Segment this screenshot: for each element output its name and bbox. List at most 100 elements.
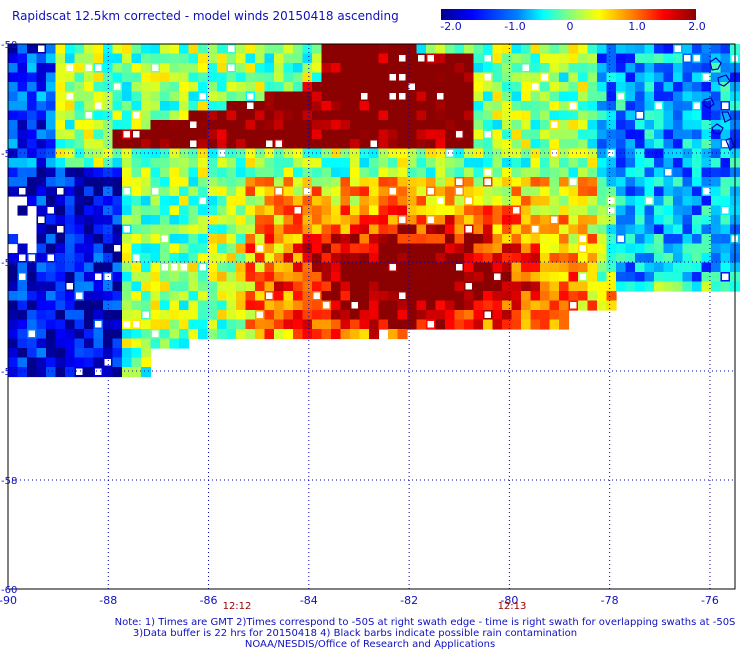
wind-cell bbox=[122, 262, 133, 273]
wind-cell bbox=[388, 281, 399, 292]
wind-cell bbox=[559, 243, 570, 254]
wind-cell bbox=[407, 129, 418, 140]
map-title: Rapidscat 12.5km corrected - model winds… bbox=[12, 9, 399, 23]
wind-cell bbox=[198, 139, 209, 150]
wind-cell bbox=[141, 53, 152, 64]
wind-cell bbox=[150, 291, 161, 302]
wind-cell bbox=[559, 129, 570, 140]
missing-cell bbox=[551, 150, 558, 157]
wind-cell bbox=[407, 262, 418, 273]
wind-cell bbox=[283, 110, 294, 121]
wind-cell bbox=[445, 63, 456, 74]
wind-cell bbox=[359, 120, 370, 131]
wind-cell bbox=[84, 262, 95, 273]
wind-cell bbox=[264, 215, 275, 226]
lon-tick-label: -90 bbox=[0, 594, 17, 607]
missing-cell bbox=[693, 55, 700, 62]
wind-cell bbox=[682, 243, 693, 254]
wind-cell bbox=[46, 158, 57, 169]
wind-field-cells bbox=[8, 44, 740, 378]
wind-cell bbox=[27, 82, 38, 93]
wind-cell bbox=[492, 139, 503, 150]
wind-cell bbox=[521, 120, 532, 131]
wind-cell bbox=[606, 110, 617, 121]
wind-cell bbox=[36, 120, 47, 131]
wind-cell bbox=[720, 91, 731, 102]
wind-cell bbox=[93, 224, 104, 235]
wind-cell bbox=[388, 158, 399, 169]
wind-cell bbox=[597, 120, 608, 131]
wind-cell bbox=[597, 44, 608, 55]
wind-cell bbox=[245, 167, 256, 178]
wind-cell bbox=[46, 348, 57, 359]
wind-cell bbox=[540, 243, 551, 254]
wind-cell bbox=[331, 310, 342, 321]
wind-cell bbox=[112, 348, 123, 359]
wind-cell bbox=[274, 310, 285, 321]
wind-cell bbox=[36, 272, 47, 283]
wind-cell bbox=[378, 205, 389, 216]
missing-cell bbox=[95, 321, 102, 328]
wind-cell bbox=[169, 44, 180, 55]
wind-cell bbox=[293, 272, 304, 283]
wind-cell bbox=[511, 120, 522, 131]
missing-cell bbox=[608, 207, 615, 214]
wind-cell bbox=[8, 110, 19, 121]
wind-cell bbox=[530, 120, 541, 131]
wind-cell bbox=[606, 44, 617, 55]
wind-cell bbox=[179, 129, 190, 140]
wind-cell bbox=[312, 262, 323, 273]
wind-cell bbox=[701, 281, 712, 292]
wind-cell bbox=[625, 148, 636, 159]
wind-cell bbox=[198, 72, 209, 83]
wind-cell bbox=[711, 167, 722, 178]
wind-cell bbox=[55, 167, 66, 178]
wind-cell bbox=[264, 129, 275, 140]
wind-cell bbox=[217, 63, 228, 74]
wind-cell bbox=[207, 224, 218, 235]
wind-cell bbox=[55, 291, 66, 302]
wind-cell bbox=[112, 300, 123, 311]
wind-cell bbox=[236, 148, 247, 159]
missing-cell bbox=[152, 188, 159, 195]
wind-cell bbox=[587, 291, 598, 302]
wind-cell bbox=[340, 243, 351, 254]
wind-cell bbox=[236, 158, 247, 169]
wind-cell bbox=[226, 139, 237, 150]
wind-cell bbox=[188, 44, 199, 55]
wind-cell bbox=[511, 167, 522, 178]
wind-cell bbox=[378, 300, 389, 311]
wind-cell bbox=[255, 167, 266, 178]
wind-cell bbox=[264, 234, 275, 245]
wind-cell bbox=[84, 91, 95, 102]
wind-cell bbox=[283, 129, 294, 140]
wind-cell bbox=[492, 110, 503, 121]
wind-cell bbox=[84, 101, 95, 112]
missing-cell bbox=[399, 55, 406, 62]
wind-cell bbox=[483, 205, 494, 216]
wind-cell bbox=[673, 120, 684, 131]
wind-cell bbox=[530, 281, 541, 292]
wind-cell bbox=[597, 148, 608, 159]
wind-cell bbox=[46, 110, 57, 121]
wind-cell bbox=[378, 129, 389, 140]
wind-cell bbox=[245, 234, 256, 245]
wind-cell bbox=[188, 63, 199, 74]
wind-cell bbox=[692, 243, 703, 254]
wind-cell bbox=[131, 367, 142, 378]
wind-cell bbox=[217, 167, 228, 178]
wind-cell bbox=[464, 300, 475, 311]
missing-cell bbox=[123, 226, 130, 233]
wind-cell bbox=[217, 91, 228, 102]
wind-cell bbox=[711, 72, 722, 83]
wind-cell bbox=[483, 101, 494, 112]
wind-cell bbox=[302, 215, 313, 226]
wind-cell bbox=[8, 329, 19, 340]
wind-cell bbox=[654, 91, 665, 102]
wind-cell bbox=[359, 224, 370, 235]
wind-cell bbox=[350, 319, 361, 330]
wind-cell bbox=[521, 177, 532, 188]
wind-cell bbox=[27, 120, 38, 131]
wind-cell bbox=[625, 63, 636, 74]
wind-cell bbox=[663, 101, 674, 112]
